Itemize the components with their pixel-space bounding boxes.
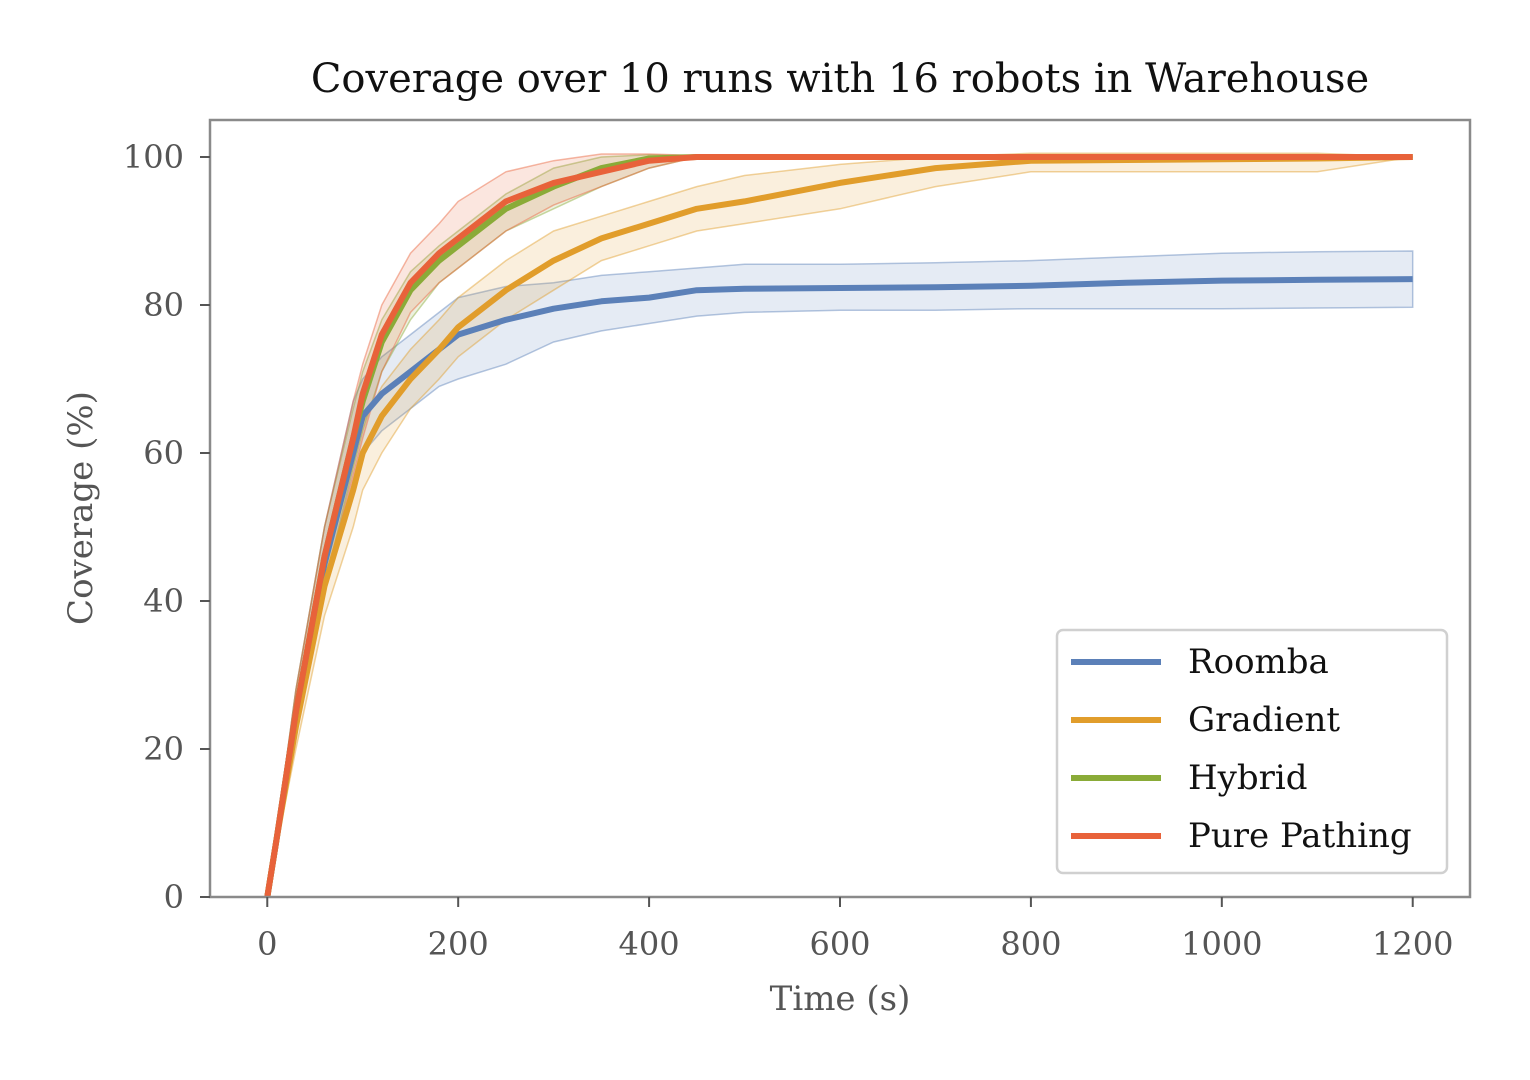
- legend: Roomba Gradient Hybrid Pure Pathing: [1055, 628, 1449, 875]
- gradient-line: [264, 154, 1413, 898]
- legend-label-pure-pathing: Pure Pathing: [1188, 816, 1412, 856]
- legend-label-roomba: Roomba: [1188, 642, 1329, 682]
- x-axis-label: Time (s): [770, 979, 911, 1019]
- x-tick-label: 1000: [1181, 925, 1262, 963]
- x-tick-label: 800: [1000, 925, 1061, 963]
- x-tick-label: 600: [809, 925, 870, 963]
- x-tick-label: 200: [428, 925, 489, 963]
- hybrid-band: [266, 154, 1413, 898]
- legend-label-gradient: Gradient: [1188, 700, 1340, 740]
- pure-pathing-band: [266, 153, 1413, 898]
- y-tick-label: 100: [123, 138, 184, 176]
- x-tick-label: 0: [257, 925, 277, 963]
- chart-title: Coverage over 10 runs with 16 robots in …: [311, 56, 1369, 102]
- legend-label-hybrid: Hybrid: [1188, 758, 1308, 798]
- y-axis-label: Coverage (%): [61, 391, 101, 625]
- y-tick-label: 40: [143, 582, 184, 620]
- legend-box: [1055, 628, 1449, 875]
- series-lines: [264, 154, 1413, 898]
- y-tick-label: 0: [164, 878, 184, 916]
- y-tick-label: 60: [143, 434, 184, 472]
- pure-pathing-line: [264, 154, 1413, 898]
- x-tick-label: 400: [619, 925, 680, 963]
- y-tick-label: 80: [143, 286, 184, 324]
- x-tick-label: 1200: [1372, 925, 1453, 963]
- y-tick-label: 20: [143, 730, 184, 768]
- x-axis: 0 200 400 600 800 1000 1200: [257, 897, 1453, 963]
- y-axis: 0 20 40 60 80 100: [123, 138, 210, 916]
